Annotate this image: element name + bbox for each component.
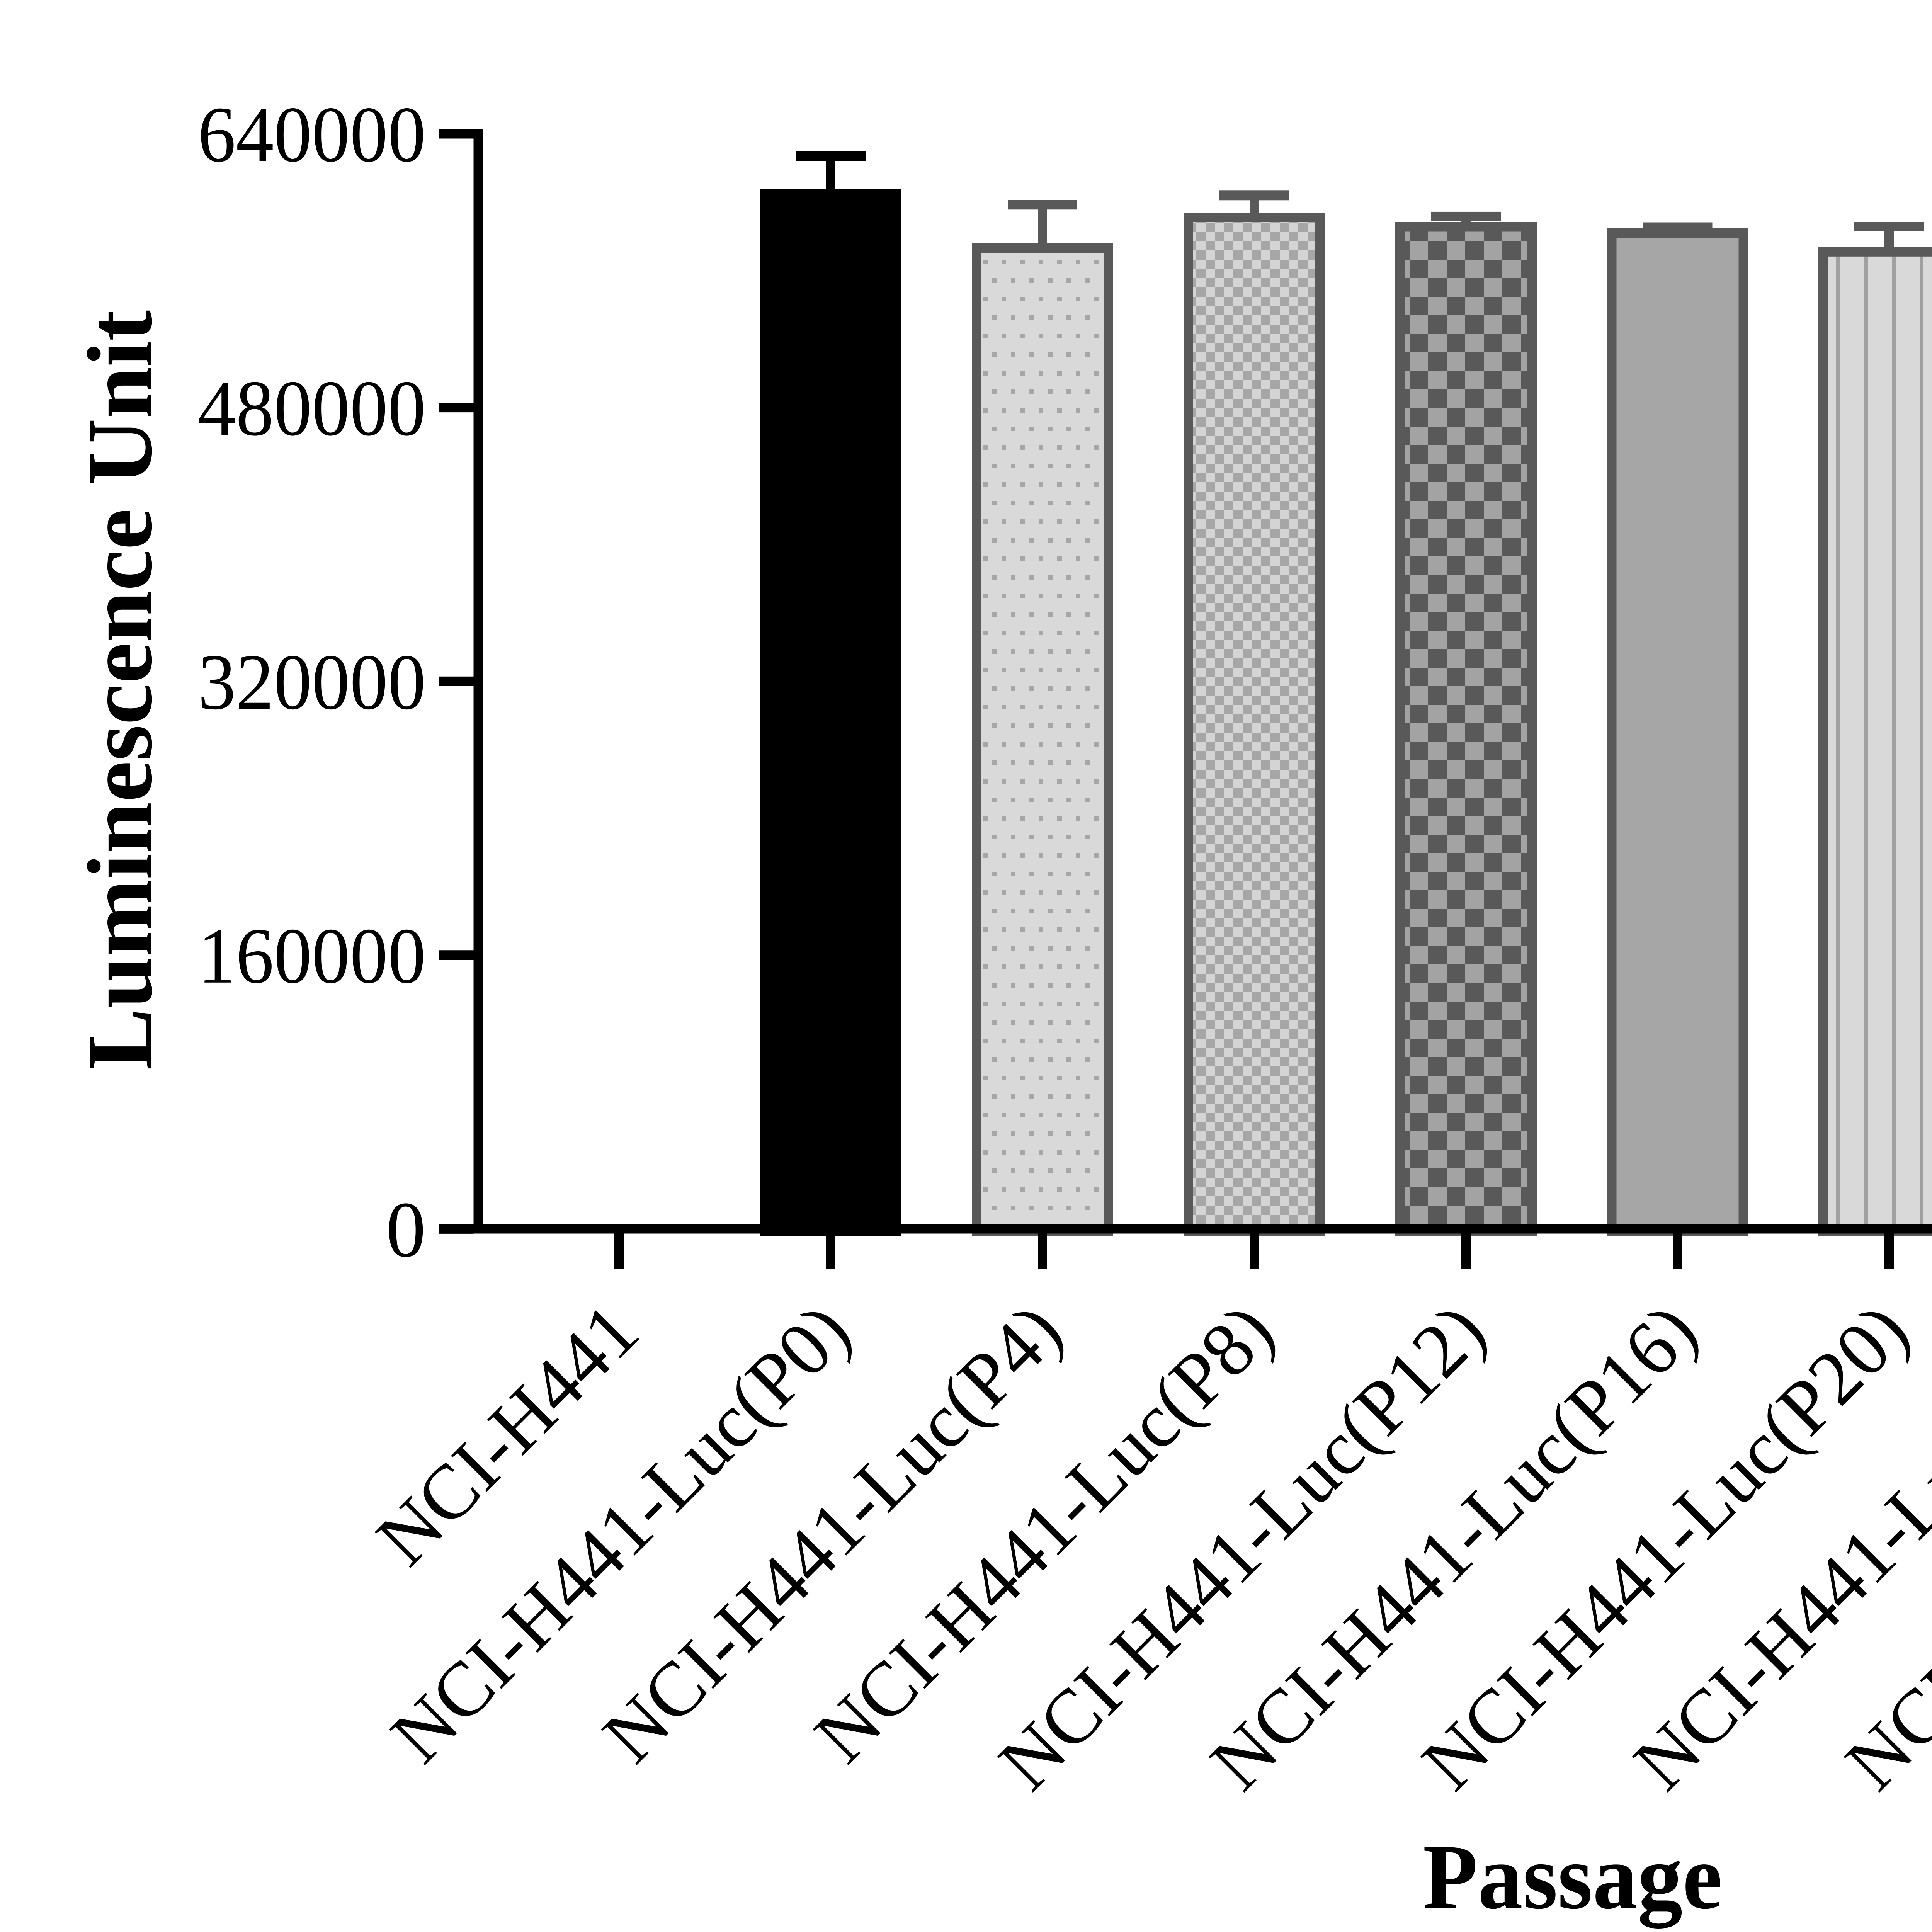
svg-text:320000: 320000 [198, 638, 426, 726]
svg-text:Luminescence Unit: Luminescence Unit [68, 310, 171, 1070]
svg-text:160000: 160000 [198, 912, 426, 1000]
svg-text:Passage: Passage [1423, 1825, 1723, 1929]
svg-text:640000: 640000 [198, 90, 426, 179]
svg-text:0: 0 [386, 1185, 426, 1274]
svg-text:480000: 480000 [198, 364, 426, 452]
